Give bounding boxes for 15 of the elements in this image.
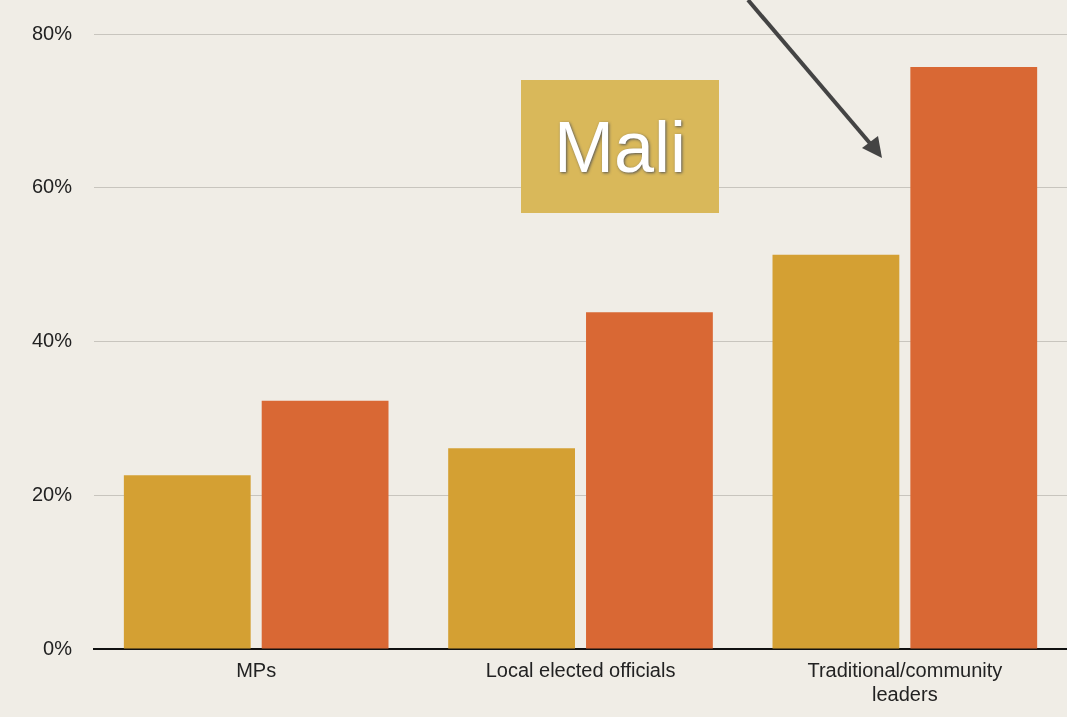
y-tick-label: 0%: [43, 636, 73, 659]
y-tick-label: 60%: [32, 175, 73, 198]
bar: [123, 475, 251, 649]
y-tick-label: 80%: [32, 21, 73, 44]
x-tick-label: Traditional/community leaders: [807, 658, 1003, 705]
y-tick-label: 20%: [32, 482, 73, 505]
y-tick-label: 40%: [32, 329, 73, 352]
bar: [261, 400, 389, 649]
annotation: Mali: [521, 80, 719, 213]
bar: [448, 448, 575, 649]
bar: [772, 254, 900, 649]
x-tick-label: Local elected officials: [485, 658, 676, 681]
x-tick-label: MPs: [236, 658, 277, 681]
bar: [910, 67, 1038, 649]
bar: [586, 312, 713, 649]
